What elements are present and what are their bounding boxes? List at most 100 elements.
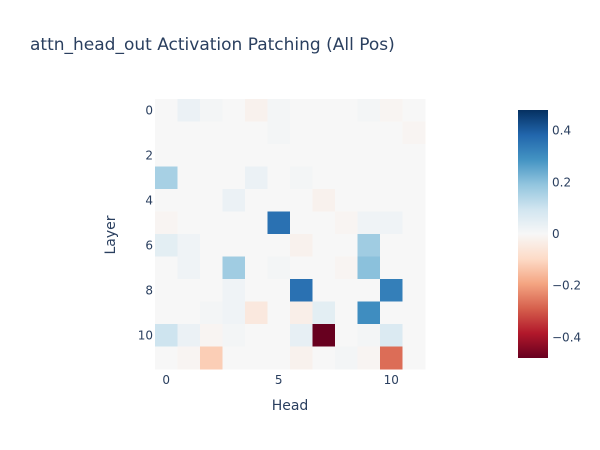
colorbar-ticks: 0.4 0.2 0 −0.2 −0.4 bbox=[552, 124, 581, 345]
heatmap-cell bbox=[267, 256, 291, 280]
heatmap-cell bbox=[402, 256, 426, 280]
heatmap-cell bbox=[200, 211, 223, 235]
heatmap-cell bbox=[380, 279, 403, 302]
heatmap-cell bbox=[290, 144, 313, 167]
y-tick-label: 6 bbox=[145, 238, 153, 252]
heatmap-cell bbox=[312, 234, 336, 257]
heatmap-cell bbox=[335, 144, 358, 167]
heatmap-cell bbox=[402, 189, 426, 212]
heatmap-cell bbox=[312, 211, 336, 235]
heatmap-cell bbox=[267, 234, 291, 257]
heatmap-cell bbox=[245, 324, 268, 347]
heatmap-cell bbox=[222, 301, 246, 325]
heatmap-cell bbox=[380, 301, 403, 325]
heatmap-cell bbox=[402, 279, 426, 302]
heatmap-cell bbox=[335, 301, 358, 325]
heatmap-cell bbox=[402, 324, 426, 347]
heatmap-cell bbox=[200, 99, 223, 122]
heatmap-cell bbox=[267, 189, 291, 212]
heatmap-cell bbox=[267, 144, 291, 167]
heatmap-cell bbox=[177, 121, 201, 145]
heatmap-cell bbox=[290, 121, 313, 145]
y-axis-ticks: 0 2 4 6 8 10 bbox=[138, 103, 153, 342]
heatmap-cell bbox=[222, 99, 246, 122]
heatmap-cell bbox=[312, 166, 336, 190]
heatmap-cell bbox=[402, 301, 426, 325]
heatmap-cell bbox=[177, 211, 201, 235]
heatmap-cell bbox=[335, 121, 358, 145]
heatmap-cell bbox=[290, 346, 313, 370]
heatmap-cell bbox=[245, 99, 268, 122]
heatmap-cell bbox=[245, 301, 268, 325]
heatmap-cell bbox=[357, 324, 381, 347]
heatmap-cell bbox=[312, 301, 336, 325]
y-tick-label: 10 bbox=[138, 328, 153, 342]
heatmap-cell bbox=[267, 301, 291, 325]
y-tick-label: 8 bbox=[145, 283, 153, 297]
heatmap-cell bbox=[222, 121, 246, 145]
heatmap-cell bbox=[155, 99, 178, 122]
heatmap-cell bbox=[245, 189, 268, 212]
heatmap-cell bbox=[245, 234, 268, 257]
colorbar-tick-label: 0.2 bbox=[552, 175, 571, 189]
heatmap-cell bbox=[335, 234, 358, 257]
heatmap-cell bbox=[200, 121, 223, 145]
heatmap-cell bbox=[222, 279, 246, 302]
y-tick-label: 2 bbox=[145, 148, 153, 162]
heatmap-cell bbox=[335, 166, 358, 190]
heatmap-cell bbox=[222, 166, 246, 190]
heatmap-cell bbox=[177, 256, 201, 280]
heatmap-cell bbox=[222, 234, 246, 257]
heatmap-cell bbox=[222, 346, 246, 370]
heatmap-cell bbox=[290, 234, 313, 257]
heatmap-cell bbox=[290, 301, 313, 325]
heatmap-cell bbox=[245, 346, 268, 370]
heatmap-cell bbox=[200, 234, 223, 257]
heatmap-cell bbox=[380, 144, 403, 167]
heatmap-cell bbox=[200, 301, 223, 325]
heatmap-cell bbox=[357, 99, 381, 122]
heatmap-cell bbox=[312, 121, 336, 145]
heatmap-cell bbox=[200, 256, 223, 280]
heatmap-cell bbox=[357, 234, 381, 257]
heatmap-cell bbox=[290, 279, 313, 302]
heatmap-cell bbox=[380, 256, 403, 280]
heatmap-cell bbox=[177, 144, 201, 167]
heatmap-cell bbox=[177, 346, 201, 370]
heatmap-cell bbox=[155, 301, 178, 325]
heatmap-cell bbox=[177, 189, 201, 212]
heatmap-cell bbox=[357, 166, 381, 190]
heatmap-cell bbox=[402, 166, 426, 190]
heatmap-cell bbox=[177, 234, 201, 257]
heatmap-cell bbox=[200, 166, 223, 190]
heatmap-cell bbox=[245, 256, 268, 280]
heatmap-cell bbox=[312, 189, 336, 212]
heatmap-cell bbox=[155, 211, 178, 235]
heatmap-cell bbox=[357, 211, 381, 235]
heatmap-cell bbox=[402, 99, 426, 122]
heatmap-cell bbox=[245, 121, 268, 145]
heatmap-cell bbox=[222, 144, 246, 167]
y-axis-title: Layer bbox=[103, 215, 119, 254]
heatmap-cell bbox=[245, 279, 268, 302]
heatmap-cell bbox=[267, 121, 291, 145]
heatmap-cell bbox=[357, 346, 381, 370]
heatmap-cell bbox=[155, 256, 178, 280]
colorbar bbox=[518, 110, 548, 358]
heatmap-cell bbox=[357, 256, 381, 280]
heatmap-cell bbox=[312, 144, 336, 167]
heatmap-cell bbox=[290, 324, 313, 347]
heatmap-cell bbox=[335, 279, 358, 302]
heatmap-cell bbox=[402, 121, 426, 145]
x-tick-label: 0 bbox=[162, 373, 170, 387]
heatmap-cell bbox=[155, 189, 178, 212]
heatmap-cell bbox=[335, 346, 358, 370]
heatmap-cell bbox=[267, 324, 291, 347]
heatmap-cell bbox=[357, 121, 381, 145]
heatmap-cell bbox=[380, 99, 403, 122]
heatmap-cell bbox=[335, 99, 358, 122]
heatmap-cell bbox=[380, 234, 403, 257]
heatmap-cell bbox=[402, 211, 426, 235]
x-axis-title: Head bbox=[272, 398, 309, 414]
